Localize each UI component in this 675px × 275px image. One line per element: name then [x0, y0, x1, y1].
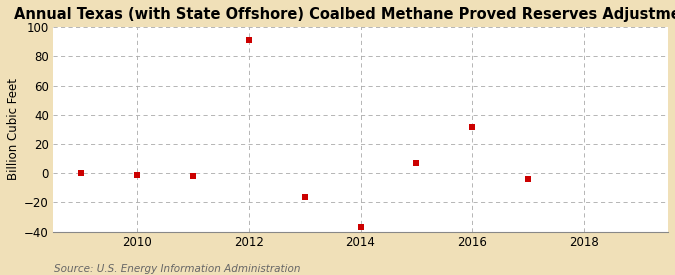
Y-axis label: Billion Cubic Feet: Billion Cubic Feet: [7, 78, 20, 180]
Point: [76, 171, 86, 175]
Point: [355, 225, 366, 229]
Point: [411, 161, 422, 165]
Point: [523, 177, 534, 181]
Text: Source: U.S. Energy Information Administration: Source: U.S. Energy Information Administ…: [54, 264, 300, 274]
Point: [243, 38, 254, 43]
Point: [299, 194, 310, 199]
Title: Annual Texas (with State Offshore) Coalbed Methane Proved Reserves Adjustments: Annual Texas (with State Offshore) Coalb…: [14, 7, 675, 22]
Point: [188, 174, 198, 178]
Point: [467, 124, 478, 129]
Point: [132, 172, 142, 177]
